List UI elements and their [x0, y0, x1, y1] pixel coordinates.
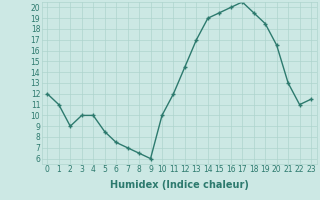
X-axis label: Humidex (Indice chaleur): Humidex (Indice chaleur) [110, 180, 249, 190]
